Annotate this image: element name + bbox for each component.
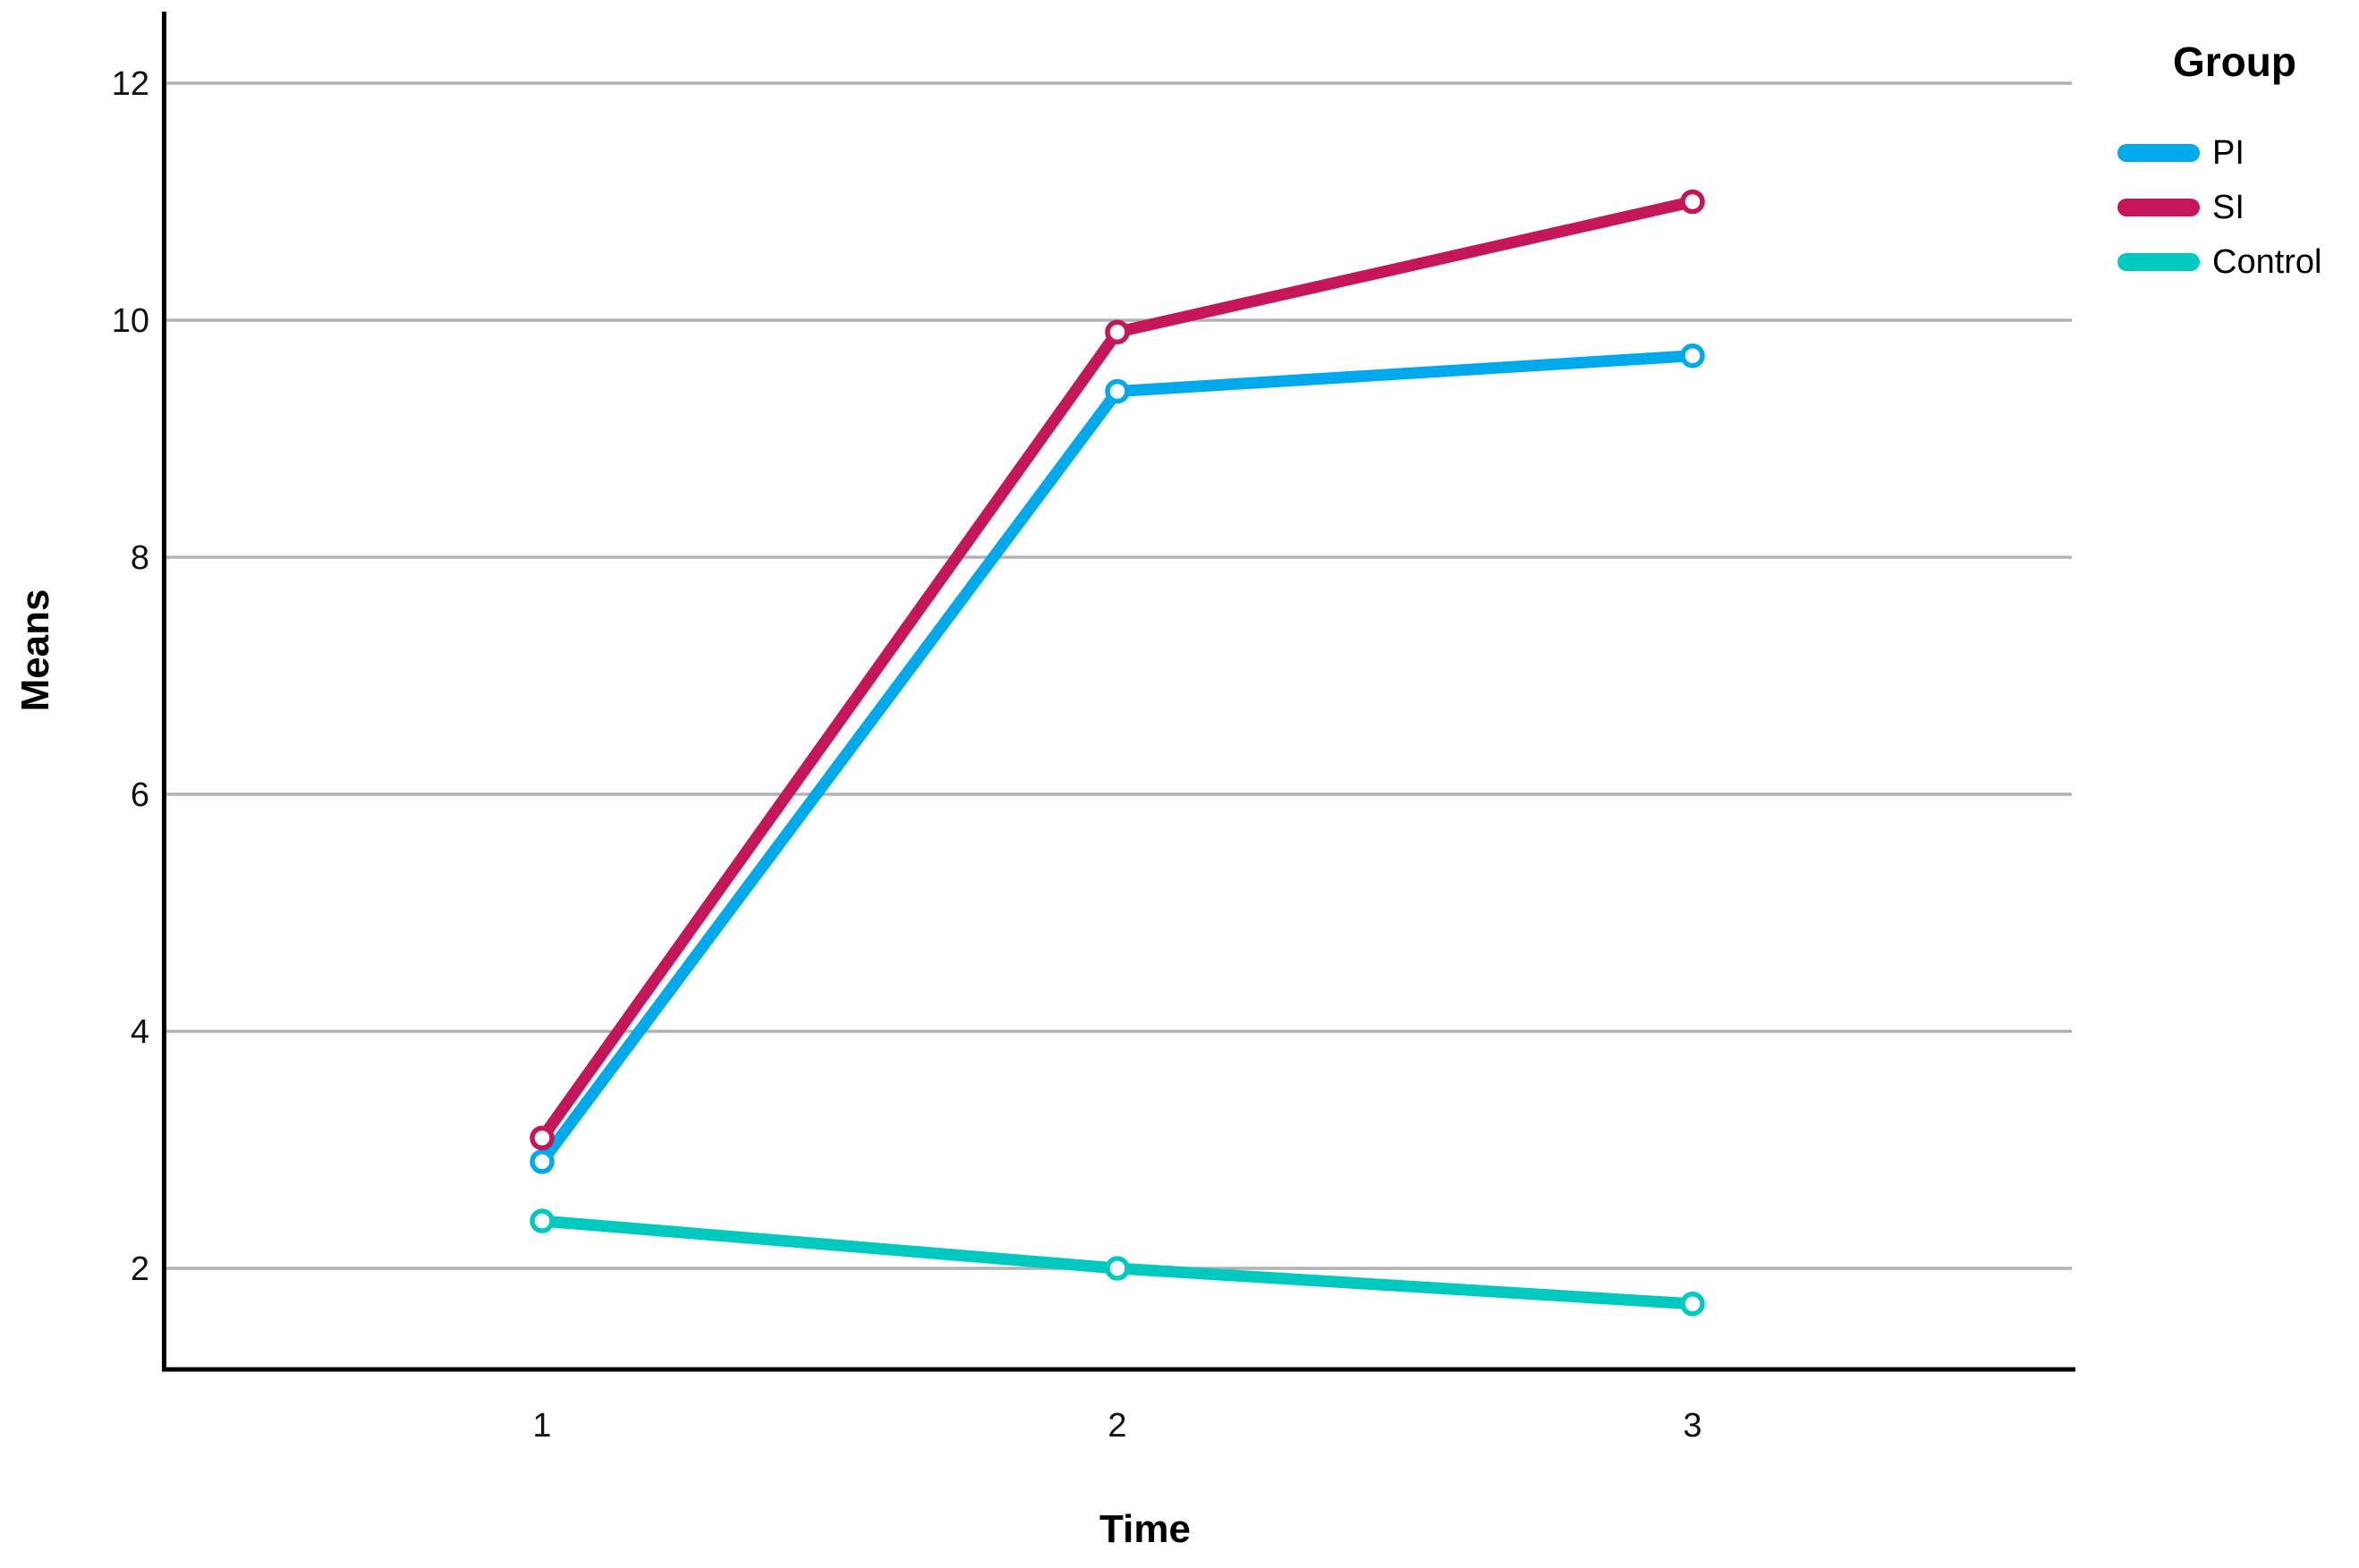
legend-item: Control — [2117, 244, 2352, 280]
x-tick-label: 3 — [1683, 1407, 1701, 1445]
legend-item-label: PI — [2212, 134, 2244, 172]
data-point-marker-si — [1680, 189, 1705, 215]
data-point-marker-pi — [1680, 343, 1705, 369]
legend-item-label: Control — [2212, 243, 2322, 281]
y-tick-label: 4 — [131, 1013, 149, 1051]
data-point-marker-control — [1680, 1292, 1705, 1317]
legend-swatch-si — [2117, 199, 2200, 216]
x-axis-title: Time — [1099, 1507, 1191, 1551]
y-tick-label: 8 — [131, 539, 149, 577]
legend-item-label: SI — [2212, 189, 2244, 226]
data-point-marker-pi — [530, 1149, 555, 1174]
y-tick-label: 10 — [112, 302, 149, 340]
legend-title: Group — [2173, 38, 2296, 85]
x-tick-label: 2 — [1107, 1407, 1126, 1445]
data-point-marker-si — [1105, 319, 1130, 344]
legend-item: PI — [2117, 135, 2352, 171]
legend: Group PI SI Control — [2117, 38, 2352, 299]
y-tick-label: 12 — [112, 65, 149, 103]
legend-item: SI — [2117, 190, 2352, 225]
data-point-marker-control — [1105, 1256, 1130, 1281]
x-tick-label: 1 — [532, 1407, 551, 1445]
series-line-pi — [537, 350, 1693, 1165]
y-tick-label: 6 — [131, 776, 149, 814]
data-point-marker-pi — [1105, 378, 1130, 404]
legend-swatch-control — [2117, 253, 2200, 271]
y-tick-label: 2 — [131, 1250, 149, 1288]
data-point-marker-control — [530, 1208, 555, 1233]
data-point-marker-si — [530, 1125, 555, 1150]
y-axis-title: Means — [13, 589, 57, 712]
legend-swatch-pi — [2117, 144, 2200, 162]
